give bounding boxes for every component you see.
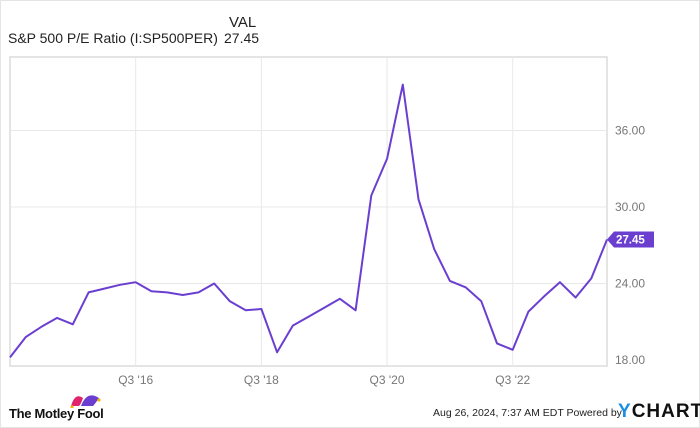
- y-tick-label: 18.00: [615, 353, 645, 367]
- motley-fool-text: The Motley Fool: [9, 406, 104, 421]
- ycharts-text: CHARTS: [631, 401, 700, 422]
- series-name: S&P 500 P/E Ratio (I:SP500PER): [8, 30, 218, 46]
- powered-by-text: Powered by: [566, 407, 622, 419]
- last-value-badge: 27.45: [607, 231, 654, 248]
- grid: [9, 56, 608, 367]
- x-tick-label: Q3 '18: [244, 373, 279, 387]
- series-value: 27.45: [224, 30, 260, 46]
- timestamp: Aug 26, 2024, 7:37 AM EDT: [433, 407, 564, 419]
- ycharts-y: Y: [618, 401, 632, 422]
- y-tick-label: 24.00: [615, 277, 645, 291]
- jester-hat-icon: [70, 395, 101, 408]
- footer-timestamp: Aug 26, 2024, 7:37 AM EDT Powered by: [433, 407, 622, 419]
- pe-ratio-line: [9, 83, 608, 359]
- last-value-label: 27.45: [616, 235, 645, 247]
- y-axis: 18.00 24.00 30.00 36.00: [615, 124, 645, 368]
- value-column-header: VAL: [229, 14, 257, 31]
- x-axis: Q3 '16 Q3 '18 Q3 '20 Q3 '22: [118, 373, 530, 387]
- y-tick-label: 30.00: [615, 200, 645, 214]
- ycharts-logo: YCHARTS: [618, 401, 700, 423]
- y-tick-label: 36.00: [615, 124, 645, 138]
- x-tick-label: Q3 '16: [118, 373, 153, 387]
- plot-area: [9, 56, 608, 367]
- x-tick-label: Q3 '20: [370, 373, 405, 387]
- motley-fool-logo: The Motley Fool: [9, 395, 104, 421]
- x-tick-label: Q3 '22: [495, 373, 530, 387]
